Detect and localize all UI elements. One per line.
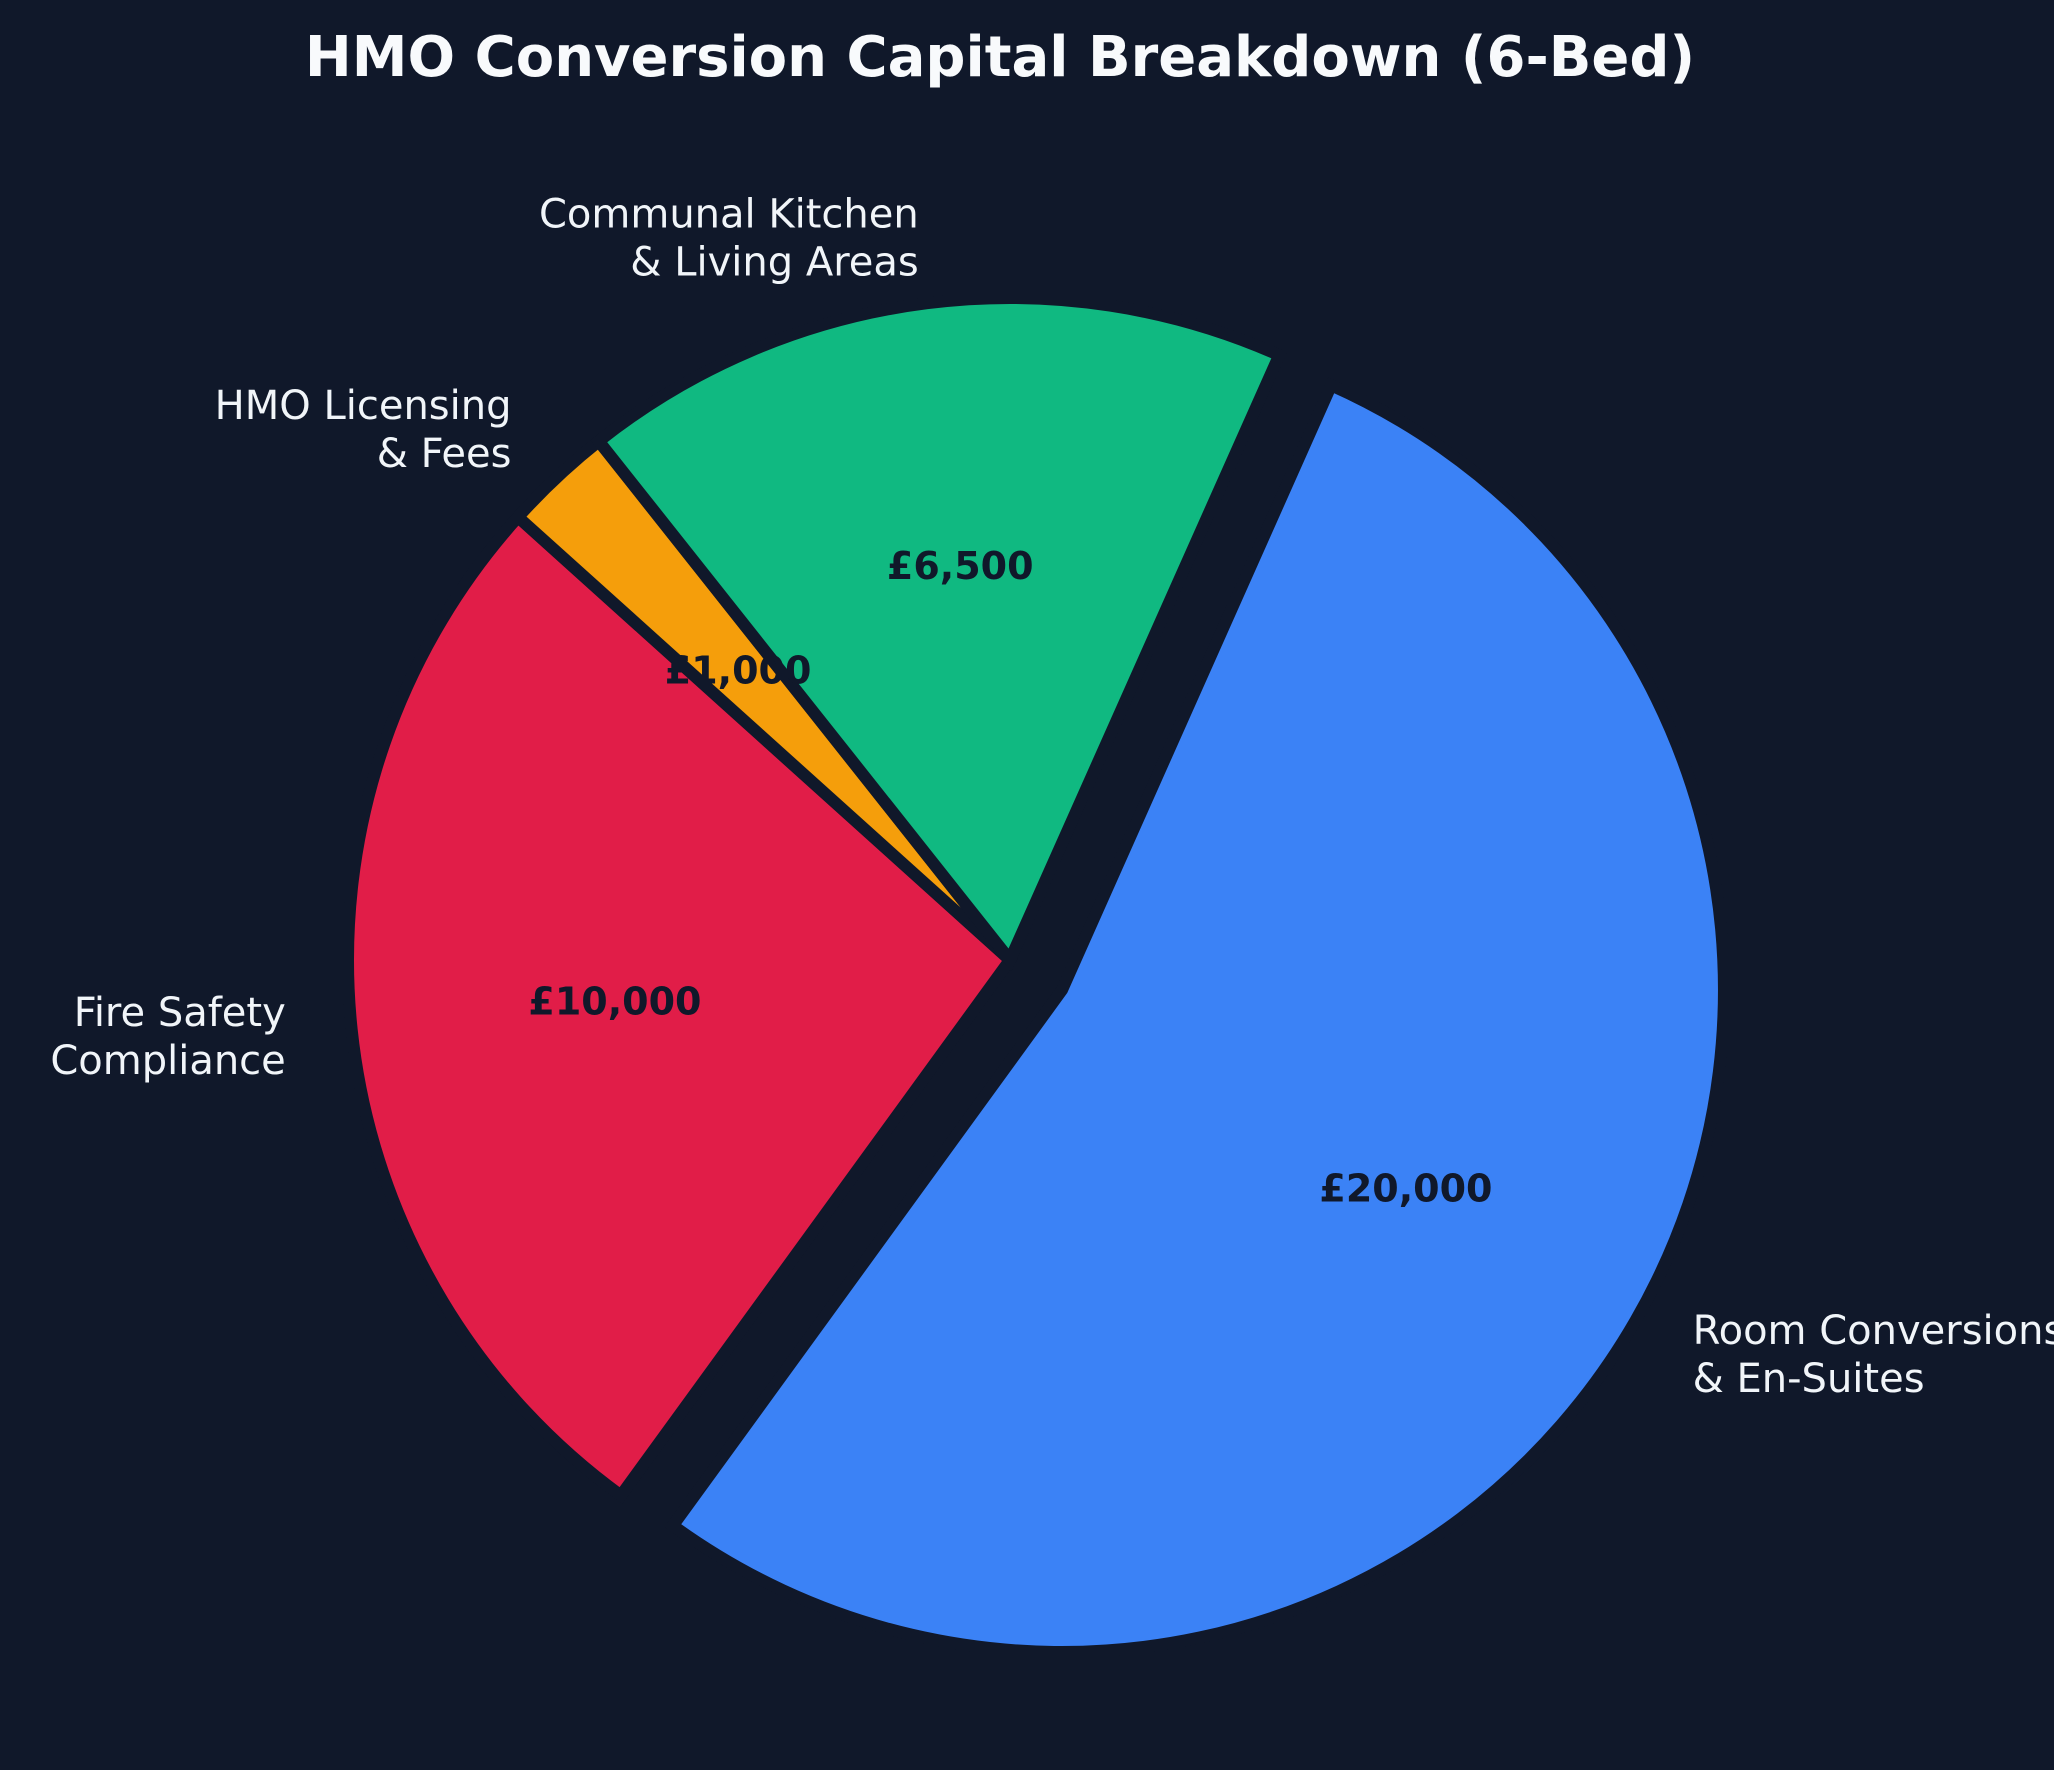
- value-label-room-conversions-en-suites: £20,000: [1319, 1167, 1492, 1211]
- slice-room-conversions-en-suites: [664, 377, 1730, 1658]
- slice-fire-safety-compliance: [342, 508, 1019, 1504]
- slice-label-hmo-licensing-fees: HMO Licensing & Fees: [215, 383, 512, 477]
- chart-title: HMO Conversion Capital Breakdown (6-Bed): [305, 25, 1695, 90]
- value-label-hmo-licensing-fees: £1,000: [665, 648, 812, 692]
- value-label-communal-kitchen-living-areas: £6,500: [887, 544, 1034, 588]
- pie-labels: Room Conversions & En-Suites £20,000 Fire S…: [50, 192, 2054, 1403]
- slice-label-fire-safety-compliance: Fire Safety Compliance: [50, 990, 285, 1084]
- slice-label-communal-kitchen-living-areas: Communal Kitchen & Living Areas: [539, 192, 919, 286]
- value-label-fire-safety-compliance: £10,000: [528, 980, 701, 1024]
- slice-label-room-conversions-en-suites: Room Conversions & En-Suites: [1693, 1308, 2054, 1402]
- slice-communal-kitchen-living-areas: [590, 292, 1288, 972]
- pie-slices: [342, 292, 1730, 1658]
